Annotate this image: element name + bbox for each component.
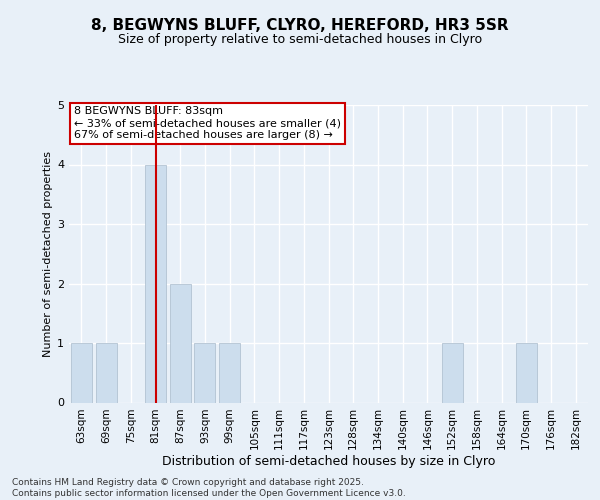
Bar bbox=[145, 164, 166, 402]
X-axis label: Distribution of semi-detached houses by size in Clyro: Distribution of semi-detached houses by … bbox=[162, 455, 495, 468]
Text: 8 BEGWYNS BLUFF: 83sqm
← 33% of semi-detached houses are smaller (4)
67% of semi: 8 BEGWYNS BLUFF: 83sqm ← 33% of semi-det… bbox=[74, 106, 341, 140]
Bar bbox=[516, 343, 537, 402]
Text: 8, BEGWYNS BLUFF, CLYRO, HEREFORD, HR3 5SR: 8, BEGWYNS BLUFF, CLYRO, HEREFORD, HR3 5… bbox=[91, 18, 509, 32]
Bar bbox=[95, 343, 116, 402]
Bar bbox=[442, 343, 463, 402]
Text: Contains HM Land Registry data © Crown copyright and database right 2025.
Contai: Contains HM Land Registry data © Crown c… bbox=[12, 478, 406, 498]
Bar bbox=[194, 343, 215, 402]
Bar bbox=[170, 284, 191, 403]
Y-axis label: Number of semi-detached properties: Number of semi-detached properties bbox=[43, 151, 53, 357]
Bar bbox=[219, 343, 240, 402]
Bar bbox=[71, 343, 92, 402]
Text: Size of property relative to semi-detached houses in Clyro: Size of property relative to semi-detach… bbox=[118, 32, 482, 46]
